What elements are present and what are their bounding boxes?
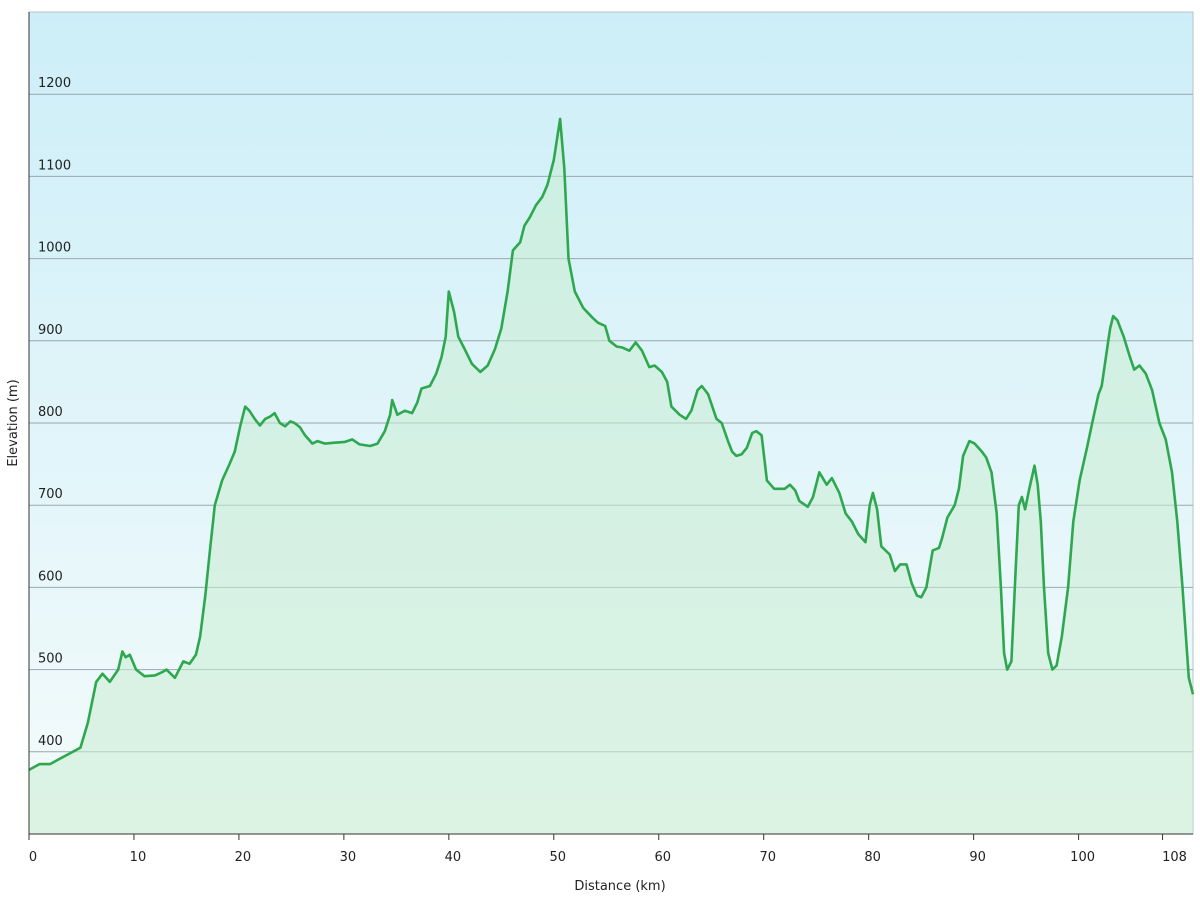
y-tick-label: 600	[38, 569, 63, 584]
x-tick-label: 90	[969, 850, 986, 865]
x-tick-label: 70	[759, 850, 776, 865]
y-tick-label: 1100	[38, 158, 71, 173]
data	[28, 117, 1195, 834]
x-tick-label: 10	[130, 850, 147, 865]
y-tick-label: 800	[38, 405, 63, 420]
y-tick-label: 900	[38, 323, 63, 338]
y-tick-label: 1000	[38, 241, 71, 256]
area-fill	[29, 118, 1193, 834]
x-tick-label: 20	[235, 850, 252, 865]
elevation-line	[28, 117, 1195, 772]
y-tick-label: 400	[38, 734, 63, 749]
x-tick-label: 80	[864, 850, 881, 865]
x-tick-label: 60	[654, 850, 671, 865]
axes: 400 500 600 700 800 900 1000 1100 1200 0 10 20 30 40 5…	[28, 12, 1193, 865]
x-tick-label: 0	[29, 850, 37, 865]
x-tick-label: 100	[1070, 850, 1095, 865]
x-axis-label: Distance (km)	[574, 879, 665, 894]
x-tick-label: 50	[550, 850, 567, 865]
x-tick-label: 108	[1162, 850, 1187, 865]
y-tick-label: 500	[38, 652, 63, 667]
y-axis-label: Elevation (m)	[6, 379, 21, 466]
y-tick-label: 700	[38, 487, 63, 502]
x-tick-label: 30	[340, 850, 357, 865]
x-tick-label: 40	[445, 850, 462, 865]
y-tick-label: 1200	[38, 76, 71, 91]
